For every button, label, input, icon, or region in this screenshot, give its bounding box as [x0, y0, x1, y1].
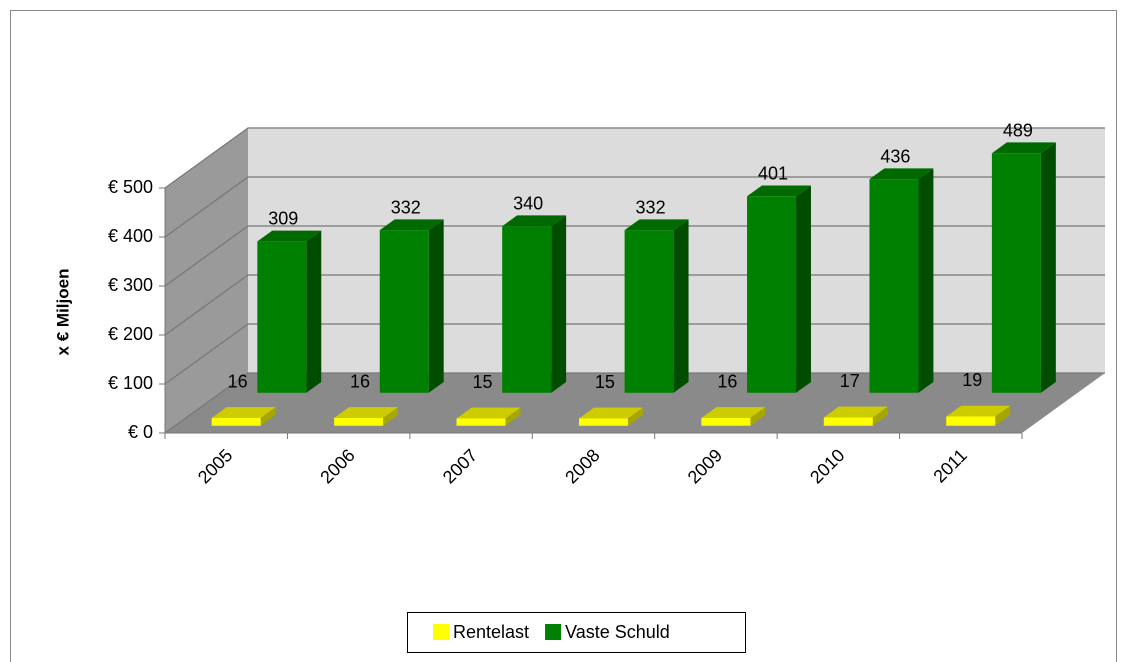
- left-wall: [165, 128, 248, 433]
- bar-side: [306, 230, 322, 393]
- bar: [869, 168, 934, 393]
- bar-front: [502, 226, 552, 393]
- bar: [456, 407, 521, 426]
- bar-front: [334, 417, 384, 426]
- bar-side: [505, 407, 521, 426]
- legend-box: [407, 612, 746, 653]
- bar-side: [673, 219, 689, 393]
- grid-line: [164, 372, 1105, 434]
- bar: [823, 406, 888, 426]
- bar-front: [624, 230, 674, 393]
- bar-side: [551, 215, 567, 393]
- bar-front: [747, 196, 797, 393]
- bar-top: [823, 406, 888, 418]
- data-label: 309: [268, 209, 298, 229]
- bar: [624, 219, 689, 393]
- data-label: 401: [758, 164, 788, 184]
- bar-front: [211, 417, 261, 426]
- bar: [502, 215, 567, 393]
- bar: [946, 405, 1011, 426]
- bar-front: [379, 230, 429, 393]
- y-tick-label: € 300: [108, 275, 153, 295]
- bar: [747, 185, 811, 393]
- data-label: 489: [1003, 121, 1033, 141]
- bar-side: [627, 407, 643, 426]
- bar-front: [578, 418, 628, 426]
- grid-line: [164, 323, 1105, 385]
- data-label: 15: [472, 372, 492, 392]
- bar-side: [796, 185, 811, 393]
- y-tick-label: € 400: [108, 226, 153, 246]
- data-label: 15: [595, 372, 615, 392]
- data-label: 332: [636, 197, 666, 217]
- data-label: 16: [350, 371, 370, 391]
- bar-side: [872, 406, 888, 426]
- y-tick-label: € 100: [108, 373, 153, 393]
- bar-front: [991, 153, 1041, 393]
- bar: [379, 219, 444, 393]
- bar-front: [456, 418, 506, 426]
- grid-line: [164, 225, 1105, 287]
- bar: [334, 407, 399, 426]
- bar-side: [260, 407, 276, 426]
- data-label: 17: [840, 371, 860, 391]
- bar-top: [257, 230, 322, 242]
- bar-top: [578, 407, 643, 419]
- bar: [991, 142, 1056, 393]
- data-label: 16: [228, 371, 248, 391]
- legend-swatch: [545, 624, 562, 640]
- y-tick-label: € 200: [108, 324, 153, 344]
- legend-label: Rentelast: [453, 622, 529, 642]
- data-label: 340: [513, 194, 543, 214]
- bar-front: [257, 241, 307, 393]
- bar-top: [701, 407, 766, 418]
- bar-side: [995, 405, 1011, 426]
- bar-top: [991, 142, 1056, 154]
- bar-top: [211, 407, 276, 418]
- data-label: 436: [880, 147, 910, 167]
- bar-front: [946, 416, 996, 426]
- bar-top: [946, 405, 1011, 417]
- bar-front: [701, 417, 751, 426]
- data-label: 16: [717, 371, 737, 391]
- bar-top: [379, 219, 444, 231]
- bar: [257, 230, 322, 393]
- data-label: 332: [391, 197, 421, 217]
- bar: [578, 407, 643, 426]
- bar-side: [1040, 142, 1056, 393]
- bar-top: [334, 407, 399, 418]
- grid-line: [164, 127, 1105, 189]
- bar-top: [869, 168, 934, 180]
- bar-side: [383, 407, 399, 426]
- legend-label: Vaste Schuld: [565, 622, 670, 642]
- bar-side: [918, 168, 934, 393]
- bar: [701, 407, 766, 426]
- y-tick-label: € 0: [128, 422, 153, 442]
- bar-side: [428, 219, 444, 393]
- bar: [211, 407, 276, 426]
- data-label: 19: [962, 370, 982, 390]
- bar-top: [456, 407, 521, 419]
- legend-swatch: [433, 624, 449, 640]
- grid-line: [164, 274, 1105, 336]
- bar-top: [624, 219, 689, 231]
- y-axis-label: x € Miljoen: [53, 269, 72, 356]
- grid-line: [164, 176, 1105, 238]
- bar-front: [823, 417, 873, 426]
- y-tick-label: € 500: [108, 177, 153, 197]
- bar-top: [502, 215, 567, 227]
- bar-side: [750, 407, 766, 426]
- bar-front: [869, 179, 919, 393]
- bar-top: [747, 185, 811, 197]
